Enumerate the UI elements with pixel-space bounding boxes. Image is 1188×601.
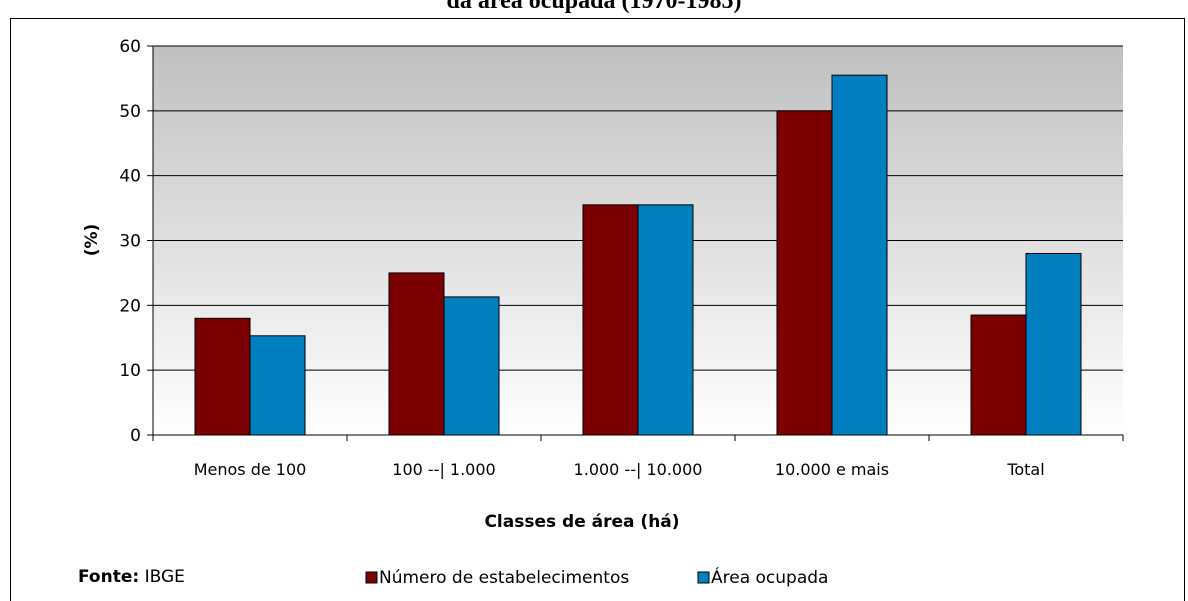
legend: Número de estabelecimentos Área ocupada [365,566,828,588]
page-title: da área ocupada (1970-1985) [446,0,742,14]
bar [249,335,306,436]
y-tick-label: 20 [119,296,141,316]
bar [194,317,251,436]
y-tick-label: 10 [119,361,141,381]
x-category-label: 1.000 --| 10.000 [574,460,703,479]
x-axis-title: Classes de área (há) [484,512,679,532]
bar [776,110,833,436]
x-category-label: Total [1006,460,1044,479]
x-category-label: Menos de 100 [194,460,307,479]
y-tick-label: 50 [119,102,141,122]
y-tick-labels: 0 10 20 30 40 50 60 [119,37,141,446]
bar [388,272,445,436]
y-tick-label: 60 [119,37,141,57]
legend-swatch-area-ocupada [697,571,710,584]
x-category-labels: Menos de 100 100 --| 1.000 1.000 --| 10.00… [194,460,1045,479]
bar [582,204,639,436]
bar [637,204,694,436]
source-value: IBGE [139,567,185,587]
legend-label-area-ocupada: Área ocupada [711,566,828,588]
y-tick-label: 40 [119,167,141,187]
x-category-label: 100 --| 1.000 [392,460,495,479]
bar [831,74,888,436]
source-label: Fonte: [78,567,139,587]
axes [147,45,1124,441]
source-note: Fonte: IBGE [78,567,185,587]
chart-frame [10,18,1185,601]
bar [443,296,500,436]
bar [1025,252,1082,436]
y-axis-title: (%) [82,224,102,257]
y-tick-label: 0 [130,426,141,446]
legend-label-estabelecimentos: Número de estabelecimentos [379,568,629,588]
y-tick-label: 30 [119,232,141,252]
legend-swatch-estabelecimentos [365,571,378,584]
x-category-label: 10.000 e mais [775,460,889,479]
bar [970,314,1027,436]
bars [194,74,1082,436]
